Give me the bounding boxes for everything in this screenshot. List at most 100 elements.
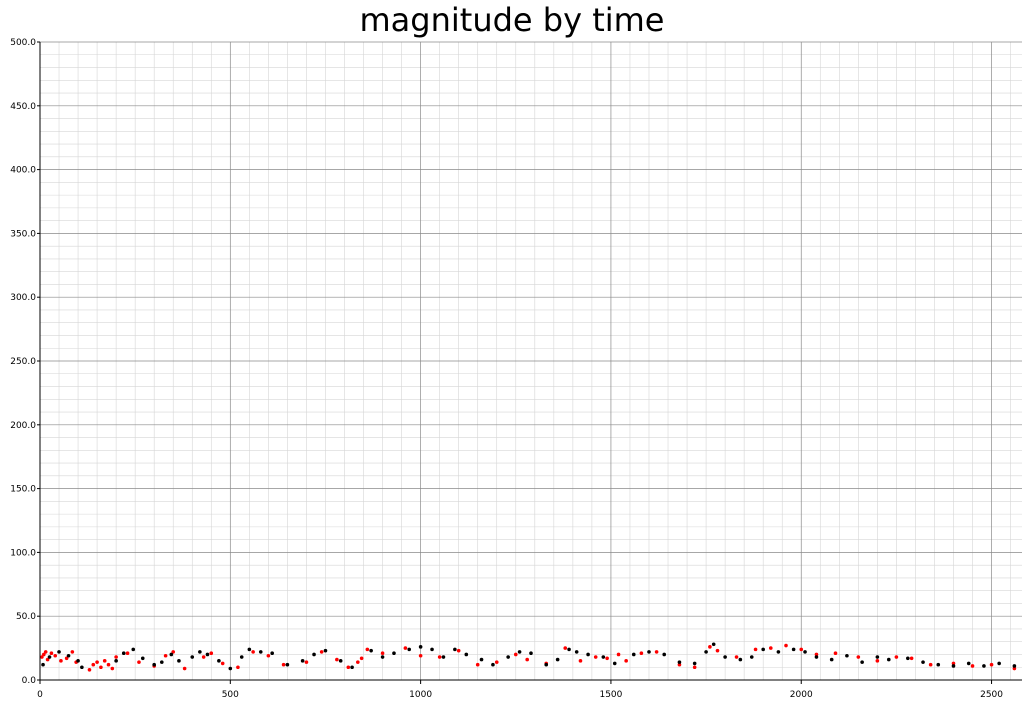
- data-point: [125, 651, 130, 656]
- data-point: [639, 651, 644, 656]
- data-point: [236, 665, 240, 670]
- data-points: [40, 642, 1017, 672]
- data-point: [159, 660, 164, 664]
- data-point: [87, 667, 92, 672]
- data-point: [182, 666, 187, 671]
- data-point: [951, 664, 956, 668]
- x-tick-label: 1500: [599, 690, 622, 700]
- data-point: [654, 650, 659, 654]
- data-point: [921, 660, 925, 664]
- data-point: [692, 661, 697, 666]
- data-point: [768, 646, 773, 650]
- data-point: [791, 647, 796, 652]
- data-point: [803, 650, 807, 654]
- data-point: [430, 647, 434, 652]
- y-tick-label: 350.0: [10, 229, 36, 239]
- x-tick-label: 1000: [409, 690, 432, 700]
- data-point: [677, 662, 682, 667]
- data-point: [47, 655, 52, 659]
- data-point: [928, 662, 933, 667]
- data-point: [300, 659, 305, 663]
- data-point: [894, 655, 899, 659]
- data-point: [247, 647, 252, 652]
- chart-title: magnitude by time: [359, 1, 665, 39]
- y-tick-label: 50.0: [16, 612, 36, 622]
- data-point: [319, 650, 324, 654]
- data-point: [662, 652, 667, 657]
- data-point: [43, 650, 48, 654]
- data-point: [64, 656, 69, 661]
- data-point: [163, 653, 168, 658]
- data-point: [799, 647, 804, 652]
- data-point: [464, 652, 469, 657]
- y-tick-label: 100.0: [10, 548, 36, 558]
- data-point: [177, 659, 181, 663]
- y-tick-label: 250.0: [10, 357, 36, 367]
- data-point: [359, 656, 364, 661]
- data-point: [251, 650, 255, 654]
- data-point: [909, 656, 914, 661]
- x-tick-label: 500: [222, 690, 239, 700]
- data-point: [456, 648, 461, 653]
- data-point: [49, 651, 54, 656]
- data-point: [106, 662, 111, 667]
- data-point: [356, 660, 360, 664]
- data-point: [169, 652, 174, 657]
- data-point: [601, 655, 606, 659]
- data-point: [856, 655, 861, 659]
- data-point: [1012, 664, 1017, 668]
- data-point: [555, 657, 560, 662]
- data-point: [102, 659, 107, 663]
- data-point: [53, 653, 58, 658]
- data-point: [95, 660, 99, 664]
- data-point: [220, 661, 225, 666]
- data-point: [491, 662, 495, 667]
- data-point: [513, 652, 518, 657]
- data-point: [258, 650, 263, 654]
- y-tick-label: 450.0: [10, 102, 36, 112]
- data-point: [475, 662, 480, 667]
- data-point: [982, 664, 986, 668]
- y-tick-label: 200.0: [10, 421, 36, 431]
- data-point: [369, 648, 373, 653]
- data-point: [761, 647, 765, 652]
- data-point: [266, 653, 271, 658]
- data-point: [647, 650, 651, 654]
- data-point: [970, 664, 975, 668]
- data-point: [814, 655, 819, 659]
- data-point: [281, 662, 286, 667]
- data-point: [574, 650, 579, 654]
- data-point: [418, 653, 423, 658]
- data-point: [407, 647, 412, 652]
- data-point: [91, 662, 96, 667]
- data-point: [42, 652, 46, 657]
- data-point: [749, 655, 754, 659]
- data-point: [784, 643, 788, 648]
- data-point: [517, 650, 522, 654]
- data-point: [217, 659, 221, 663]
- data-point: [738, 657, 743, 662]
- data-point: [906, 656, 910, 661]
- data-point: [936, 662, 941, 667]
- data-point: [190, 655, 195, 659]
- data-point: [437, 655, 442, 659]
- x-tick-label: 0: [37, 690, 43, 700]
- data-point: [593, 655, 598, 659]
- y-tick-label: 150.0: [10, 485, 36, 495]
- data-point: [708, 645, 712, 649]
- data-point: [586, 652, 590, 657]
- data-point: [704, 650, 708, 654]
- data-point: [951, 661, 956, 666]
- data-point: [121, 651, 126, 656]
- data-point: [479, 657, 484, 662]
- data-point: [239, 655, 244, 659]
- x-tick-label: 2500: [980, 690, 1003, 700]
- data-point: [677, 660, 682, 664]
- data-point: [616, 652, 621, 657]
- data-point: [624, 659, 628, 663]
- axes: [37, 41, 1022, 684]
- data-point: [776, 650, 781, 654]
- data-point: [605, 656, 609, 661]
- data-point: [110, 666, 115, 671]
- data-point: [692, 665, 697, 670]
